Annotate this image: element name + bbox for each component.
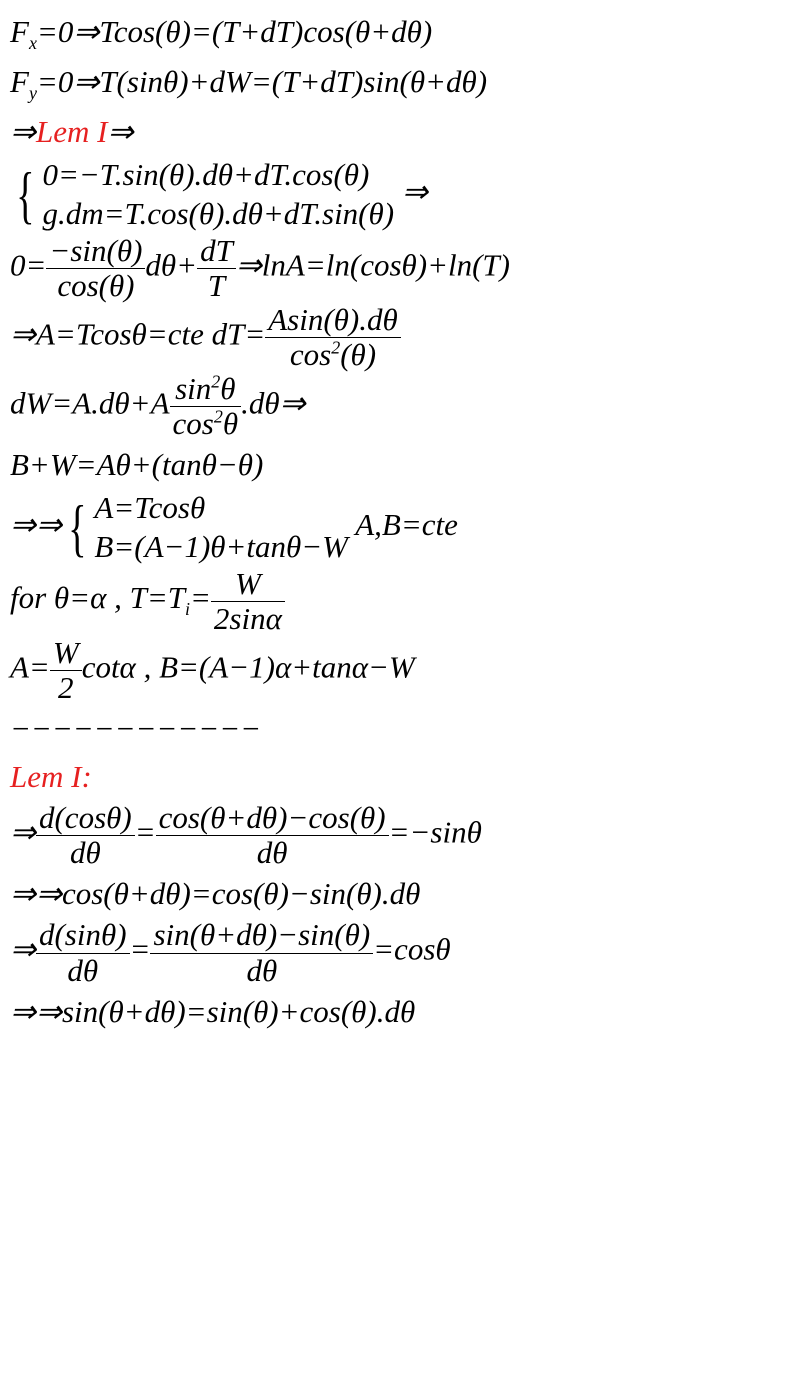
equation-7: dW=A.dθ+Asin2θcos2θ.dθ⇒ bbox=[10, 372, 790, 441]
fraction: cos(θ+dθ)−cos(θ)dθ bbox=[156, 801, 389, 870]
text: ⇒⇒cos(θ+dθ)=cos(θ)−sin(θ).dθ bbox=[10, 876, 420, 911]
text: ⇒ bbox=[10, 815, 36, 850]
equation-14: ⇒d(cosθ)dθ=cos(θ+dθ)−cos(θ)dθ=−sinθ bbox=[10, 801, 790, 870]
numerator: dT bbox=[197, 234, 236, 269]
case-stack: 0=−T.sin(θ).dθ+dT.cos(θ) g.dm=T.cos(θ).d… bbox=[42, 156, 394, 234]
text: Fy=0⇒T(sinθ)+dW=(T+dT)sin(θ+dθ) bbox=[10, 64, 487, 99]
equation-5: 0=−sin(θ)cos(θ)dθ+dTT⇒lnA=ln(cosθ)+ln(T) bbox=[10, 234, 790, 303]
equation-fy: Fy=0⇒T(sinθ)+dW=(T+dT)sin(θ+dθ) bbox=[10, 58, 790, 108]
case-system-2: ⇒⇒{ A=Tcosθ B=(A−1)θ+tanθ−W A,B=cte bbox=[10, 489, 790, 567]
text: ⇒⇒ bbox=[10, 507, 62, 542]
text: ⇒ bbox=[10, 932, 36, 967]
equation-8: B+W=Aθ+(tanθ−θ) bbox=[10, 441, 790, 489]
text: A= bbox=[10, 650, 50, 685]
case-bot: g.dm=T.cos(θ).dθ+dT.sin(θ) bbox=[42, 195, 394, 234]
text: ⇒A=Tcosθ=cte dT= bbox=[10, 317, 265, 352]
fraction: sin(θ+dθ)−sin(θ)dθ bbox=[150, 918, 373, 987]
text: dθ+ bbox=[145, 247, 197, 282]
denominator: 2sinα bbox=[211, 602, 285, 636]
separator: −−−−−−−−−−−− bbox=[10, 705, 790, 753]
case-stack: A=Tcosθ B=(A−1)θ+tanθ−W bbox=[94, 489, 348, 567]
numerator: Asin(θ).dθ bbox=[265, 303, 400, 338]
text: Fx=0⇒Tcos(θ)=(T+dT)cos(θ+dθ) bbox=[10, 14, 432, 49]
text: ⇒lnA=ln(cosθ)+ln(T) bbox=[236, 247, 510, 282]
numerator: d(sinθ) bbox=[36, 918, 130, 953]
denominator: dθ bbox=[36, 954, 130, 988]
denominator: 2 bbox=[50, 671, 82, 705]
text: A,B=cte bbox=[355, 507, 458, 542]
denominator: cos2(θ) bbox=[265, 338, 400, 372]
equation-fx: Fx=0⇒Tcos(θ)=(T+dT)cos(θ+dθ) bbox=[10, 8, 790, 58]
numerator: W bbox=[50, 636, 82, 671]
text: 0= bbox=[10, 247, 46, 282]
text: −−−−−−−−−−−− bbox=[10, 711, 261, 746]
equation-15: ⇒⇒cos(θ+dθ)=cos(θ)−sin(θ).dθ bbox=[10, 870, 790, 918]
equation-11: A=W2cotα , B=(A−1)α+tanα−W bbox=[10, 636, 790, 705]
denominator: dθ bbox=[156, 836, 389, 870]
text: .dθ⇒ bbox=[241, 386, 305, 421]
fraction: d(sinθ)dθ bbox=[36, 918, 130, 987]
text: = bbox=[130, 932, 151, 967]
fraction: d(cosθ)dθ bbox=[36, 801, 135, 870]
lem-heading: Lem I: bbox=[10, 753, 790, 801]
case-top: A=Tcosθ bbox=[94, 489, 348, 528]
denominator: dθ bbox=[150, 954, 373, 988]
fraction: dTT bbox=[197, 234, 236, 303]
numerator: cos(θ+dθ)−cos(θ) bbox=[156, 801, 389, 836]
arrow: ⇒ bbox=[10, 114, 36, 149]
fraction: Asin(θ).dθcos2(θ) bbox=[265, 303, 400, 372]
fraction: W2 bbox=[50, 636, 82, 705]
text: for θ=α , T=Ti= bbox=[10, 580, 211, 615]
text: cotα , B=(A−1)α+tanα−W bbox=[82, 650, 415, 685]
denominator: T bbox=[197, 269, 236, 303]
arrow: ⇒ bbox=[107, 114, 133, 149]
text: =−sinθ bbox=[389, 815, 482, 850]
text: Lem I: bbox=[10, 759, 92, 794]
text: = bbox=[135, 815, 156, 850]
brace-icon: { bbox=[16, 166, 34, 224]
numerator: W bbox=[211, 567, 285, 602]
case-bot: B=(A−1)θ+tanθ−W bbox=[94, 528, 348, 567]
numerator: −sin(θ) bbox=[46, 234, 145, 269]
brace-icon: { bbox=[68, 499, 86, 557]
numerator: sin(θ+dθ)−sin(θ) bbox=[150, 918, 373, 953]
equation-6: ⇒A=Tcosθ=cte dT=Asin(θ).dθcos2(θ) bbox=[10, 303, 790, 372]
denominator: dθ bbox=[36, 836, 135, 870]
text: dW=A.dθ+A bbox=[10, 386, 170, 421]
text: =cosθ bbox=[373, 932, 450, 967]
numerator: sin2θ bbox=[170, 372, 242, 407]
text: B+W=Aθ+(tanθ−θ) bbox=[10, 447, 263, 482]
equation-10: for θ=α , T=Ti=W2sinα bbox=[10, 567, 790, 636]
lem-label: Lem I bbox=[36, 114, 107, 149]
text: ⇒⇒sin(θ+dθ)=sin(θ)+cos(θ).dθ bbox=[10, 994, 415, 1029]
case-system-1: { 0=−T.sin(θ).dθ+dT.cos(θ) g.dm=T.cos(θ)… bbox=[10, 156, 790, 234]
equation-17: ⇒⇒sin(θ+dθ)=sin(θ)+cos(θ).dθ bbox=[10, 988, 790, 1036]
lem-reference: ⇒Lem I⇒ bbox=[10, 108, 790, 156]
fraction: W2sinα bbox=[211, 567, 285, 636]
denominator: cos2θ bbox=[170, 407, 242, 441]
denominator: cos(θ) bbox=[46, 269, 145, 303]
fraction: sin2θcos2θ bbox=[170, 372, 242, 441]
equation-16: ⇒d(sinθ)dθ=sin(θ+dθ)−sin(θ)dθ=cosθ bbox=[10, 918, 790, 987]
case-top: 0=−T.sin(θ).dθ+dT.cos(θ) bbox=[42, 156, 394, 195]
numerator: d(cosθ) bbox=[36, 801, 135, 836]
arrow: ⇒ bbox=[402, 174, 428, 209]
fraction: −sin(θ)cos(θ) bbox=[46, 234, 145, 303]
